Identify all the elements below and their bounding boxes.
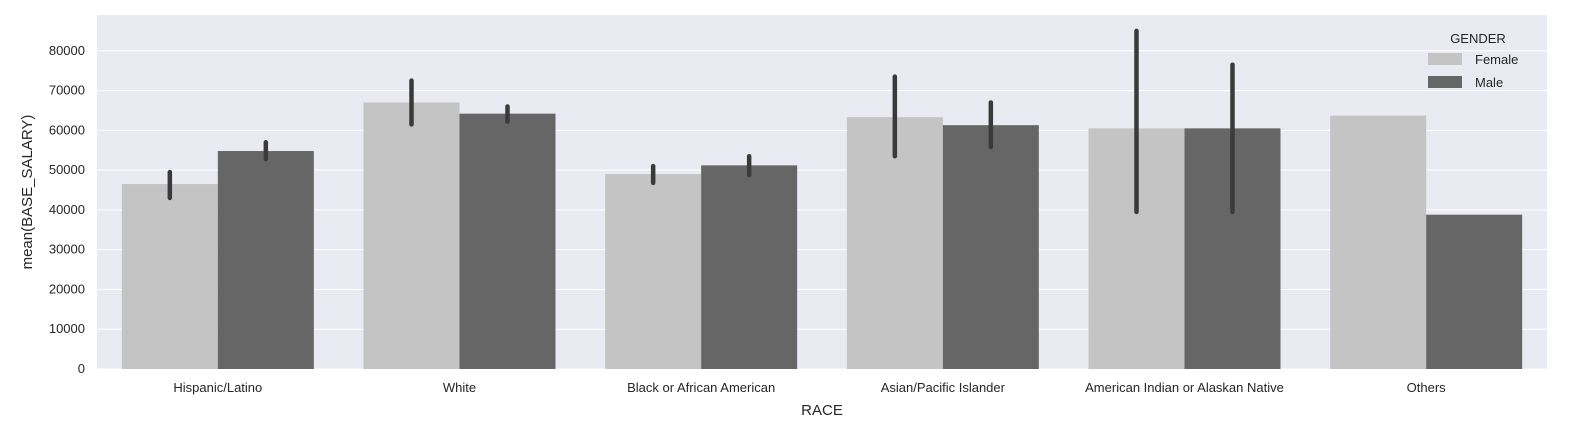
bar-male [217,151,314,369]
x-tick-label: Others [1407,380,1447,395]
x-axis-ticks: Hispanic/Latino White Black or African Ame… [173,380,1446,395]
y-axis-label: mean(BASE_SALARY) [19,115,36,270]
y-tick-label: 60000 [49,122,85,137]
legend: GENDER Female Male [1428,31,1518,90]
x-axis-label: RACE [801,402,843,419]
x-tick-label: Black or African American [627,380,775,395]
bar-female [121,184,218,369]
legend-label-female: Female [1475,52,1518,67]
y-tick-label: 70000 [49,83,85,98]
plot-background [97,15,1547,369]
bar-male [1426,214,1523,369]
y-axis-ticks: 0 10000 20000 30000 40000 50000 60000 70000 8000… [49,43,85,376]
bars [121,102,1523,370]
bar-male [459,113,556,369]
legend-title: GENDER [1450,31,1506,46]
y-tick-label: 40000 [49,202,85,217]
x-tick-label: American Indian or Alaskan Native [1085,380,1284,395]
gridlines [97,50,1547,370]
bar-female [363,102,460,369]
y-tick-label: 80000 [49,43,85,58]
y-tick-label: 10000 [49,321,85,336]
x-tick-label: Hispanic/Latino [173,380,262,395]
x-tick-label: Asian/Pacific Islander [881,380,1006,395]
bar-female [846,117,943,369]
bar-female [1330,115,1427,369]
y-tick-label: 20000 [49,281,85,296]
x-tick-label: White [443,380,476,395]
y-tick-label: 50000 [49,162,85,177]
bar-male [942,125,1039,370]
bar-male [701,165,798,369]
legend-label-male: Male [1475,75,1503,90]
y-tick-label: 30000 [49,242,85,257]
legend-swatch-female [1428,53,1462,65]
legend-swatch-male [1428,76,1462,88]
error-bars [167,28,1235,215]
y-tick-label: 0 [78,361,85,376]
bar-female [605,174,702,369]
